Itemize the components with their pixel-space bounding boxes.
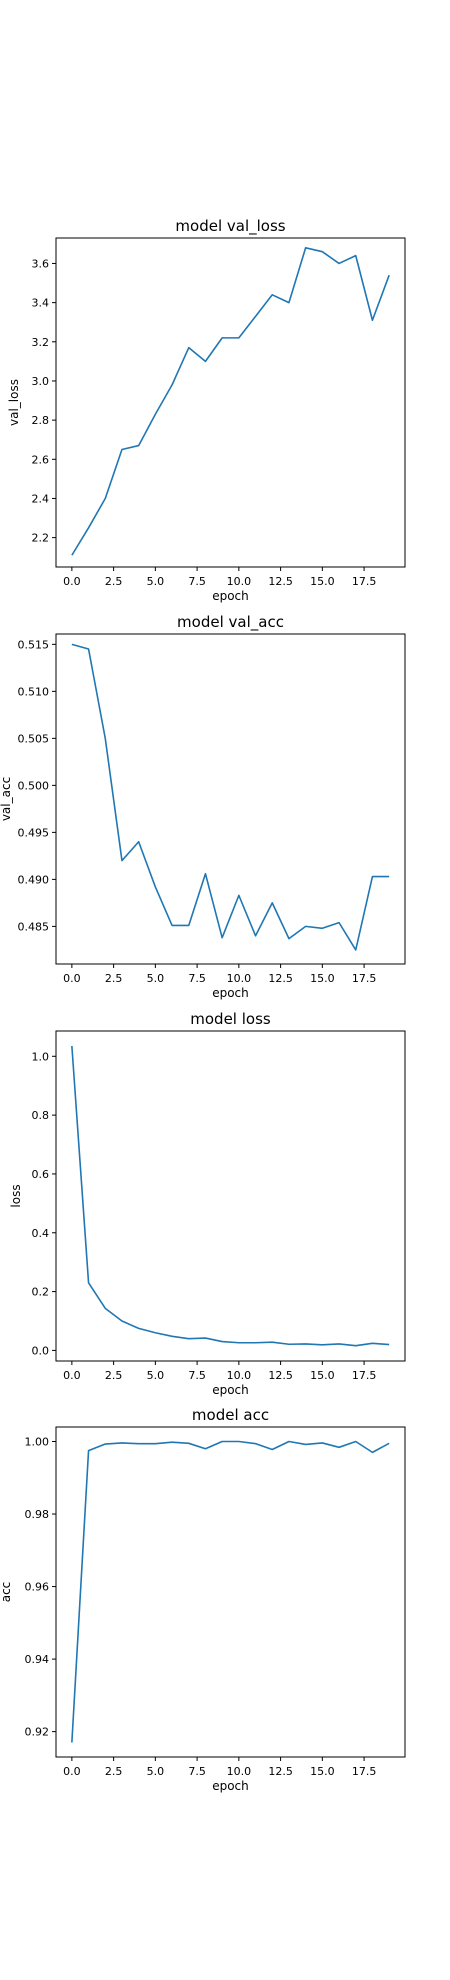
y-tick-label: 0.2 <box>32 1286 50 1299</box>
x-tick-label: 5.0 <box>147 1369 165 1382</box>
x-tick-label: 10.0 <box>227 1369 252 1382</box>
y-tick-label: 3.0 <box>32 375 50 388</box>
chart-title: model loss <box>190 1010 271 1028</box>
y-axis-label: loss <box>9 1184 23 1207</box>
x-tick-label: 7.5 <box>188 575 206 588</box>
y-axis-label: acc <box>0 1582 13 1603</box>
y-tick-label: 0.98 <box>25 1508 50 1521</box>
y-tick-label: 0.505 <box>18 732 50 745</box>
x-tick-label: 5.0 <box>147 972 165 985</box>
x-tick-label: 10.0 <box>227 972 252 985</box>
series-line-1 <box>71 246 390 556</box>
x-tick-label: 2.5 <box>105 1369 123 1382</box>
y-tick-label: 2.8 <box>32 414 50 427</box>
axes-frame <box>55 633 406 965</box>
x-tick-label: 10.0 <box>227 575 252 588</box>
axes-frame <box>55 1030 406 1362</box>
x-tick-label: 2.5 <box>105 972 123 985</box>
x-tick-label: 0.0 <box>63 1369 81 1382</box>
y-tick-label: 0.515 <box>18 638 50 651</box>
y-tick-label: 3.6 <box>32 257 50 270</box>
y-tick-label: 0.500 <box>18 779 50 792</box>
chart-title: model val_loss <box>175 217 285 236</box>
y-tick-label: 3.4 <box>32 297 50 310</box>
y-tick-label: 0.0 <box>32 1344 50 1357</box>
y-tick-label: 0.96 <box>25 1581 50 1594</box>
y-tick-label: 0.485 <box>18 920 50 933</box>
x-tick-label: 12.5 <box>268 1765 293 1778</box>
series-line-1 <box>71 643 390 951</box>
subplot-3: 0.0 2.5 5.0 7.5 10.0 12.5 15.0 17.5 0.0 0.2 0.4 0.6… <box>9 1010 406 1397</box>
y-tick-label: 1.0 <box>32 1050 50 1063</box>
y-axis-label: val_loss <box>7 379 21 426</box>
x-tick-label: 2.5 <box>105 1765 123 1778</box>
y-axis-label: val_acc <box>0 777 13 821</box>
y-tick-label: 3.2 <box>32 336 50 349</box>
x-tick-label: 12.5 <box>268 1369 293 1382</box>
axes-frame <box>55 1426 406 1758</box>
y-tick-label: 1.00 <box>25 1436 50 1449</box>
x-tick-label: 15.0 <box>310 575 335 588</box>
y-tick-label: 0.490 <box>18 873 50 886</box>
subplot-4: 0.0 2.5 5.0 7.5 10.0 12.5 15.0 17.5 0.92 0.94 0.96… <box>0 1406 406 1793</box>
y-tick-label: 2.6 <box>32 453 50 466</box>
x-tick-label: 17.5 <box>352 1765 377 1778</box>
x-tick-label: 5.0 <box>147 575 165 588</box>
y-tick-label: 2.4 <box>32 492 50 505</box>
x-tick-label: 0.0 <box>63 1765 81 1778</box>
x-tick-label: 12.5 <box>268 972 293 985</box>
series-line-1 <box>71 1440 390 1743</box>
y-tick-label: 0.510 <box>18 685 50 698</box>
x-tick-label: 15.0 <box>310 1765 335 1778</box>
x-tick-label: 7.5 <box>188 1765 206 1778</box>
x-tick-label: 0.0 <box>63 575 81 588</box>
x-tick-label: 0.0 <box>63 972 81 985</box>
x-tick-label: 7.5 <box>188 972 206 985</box>
x-tick-label: 17.5 <box>352 1369 377 1382</box>
y-tick-label: 0.495 <box>18 826 50 839</box>
x-tick-label: 7.5 <box>188 1369 206 1382</box>
y-tick-label: 0.94 <box>25 1653 50 1666</box>
chart-title: model val_acc <box>177 613 284 632</box>
x-tick-label: 10.0 <box>227 1765 252 1778</box>
x-axis-label: epoch <box>212 589 249 603</box>
x-tick-label: 17.5 <box>352 575 377 588</box>
x-tick-label: 12.5 <box>268 575 293 588</box>
y-tick-label: 0.6 <box>32 1168 50 1181</box>
x-tick-label: 5.0 <box>147 1765 165 1778</box>
series-line-1 <box>71 1045 390 1347</box>
y-tick-label: 0.92 <box>25 1726 50 1739</box>
y-tick-label: 2.2 <box>32 532 50 545</box>
subplot-2: 0.0 2.5 5.0 7.5 10.0 12.5 15.0 17.5 0.485 0.490 0.… <box>0 613 406 1000</box>
x-tick-label: 17.5 <box>352 972 377 985</box>
x-axis-label: epoch <box>212 1779 249 1793</box>
x-tick-label: 2.5 <box>105 575 123 588</box>
y-tick-label: 0.4 <box>32 1227 50 1240</box>
y-tick-label: 0.8 <box>32 1109 50 1122</box>
chart-title: model acc <box>192 1406 269 1424</box>
subplot-1: 0.0 2.5 5.0 7.5 10.0 12.5 15.0 17.5 2.2 2.4 2.6 2.8… <box>7 217 406 603</box>
x-axis-label: epoch <box>212 986 249 1000</box>
x-tick-label: 15.0 <box>310 1369 335 1382</box>
axes-frame <box>55 237 406 568</box>
x-tick-label: 15.0 <box>310 972 335 985</box>
x-axis-label: epoch <box>212 1383 249 1397</box>
